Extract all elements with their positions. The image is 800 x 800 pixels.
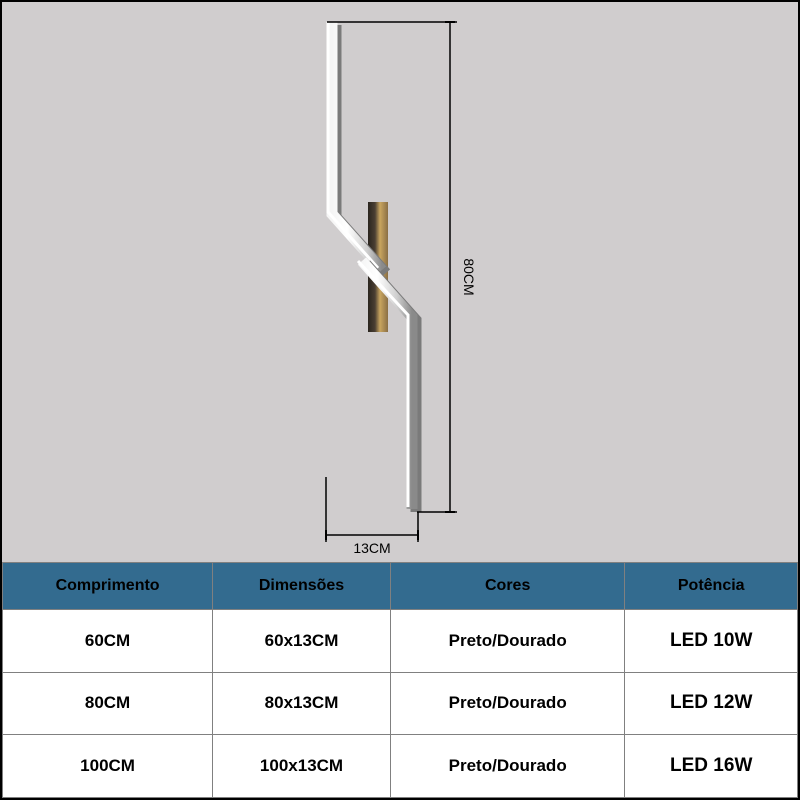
product-diagram-svg: 80CM 13CM [282, 17, 562, 557]
width-label: 13CM [353, 540, 390, 556]
cell-length: 100CM [3, 735, 213, 798]
col-header-length: Comprimento [3, 563, 213, 610]
height-label: 80CM [461, 258, 477, 295]
cell-power: LED 16W [625, 735, 798, 798]
cell-length: 80CM [3, 672, 213, 735]
cell-power: LED 12W [625, 672, 798, 735]
cell-length: 60CM [3, 610, 213, 673]
cell-dimensions: 100x13CM [213, 735, 391, 798]
col-header-dimensions: Dimensões [213, 563, 391, 610]
spec-table: Comprimento Dimensões Cores Potência 60C… [2, 562, 798, 798]
product-spec-card: 80CM 13CM Comprimento Dimensões Cores Po… [0, 0, 800, 800]
width-dimension: 13CM [326, 477, 418, 556]
height-dimension: 80CM [327, 22, 477, 512]
product-diagram-area: 80CM 13CM [2, 2, 798, 562]
col-header-colors: Cores [390, 563, 625, 610]
table-row: 100CM 100x13CM Preto/Dourado LED 16W [3, 735, 798, 798]
cell-power: LED 10W [625, 610, 798, 673]
cell-colors: Preto/Dourado [390, 610, 625, 673]
cell-colors: Preto/Dourado [390, 735, 625, 798]
cell-dimensions: 80x13CM [213, 672, 391, 735]
table-row: 80CM 80x13CM Preto/Dourado LED 12W [3, 672, 798, 735]
cell-colors: Preto/Dourado [390, 672, 625, 735]
table-header-row: Comprimento Dimensões Cores Potência [3, 563, 798, 610]
cell-dimensions: 60x13CM [213, 610, 391, 673]
table-row: 60CM 60x13CM Preto/Dourado LED 10W [3, 610, 798, 673]
col-header-power: Potência [625, 563, 798, 610]
